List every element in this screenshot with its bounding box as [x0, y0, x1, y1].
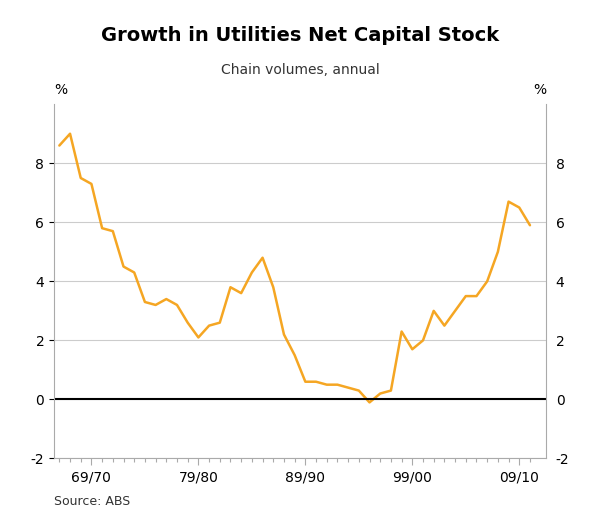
Text: Source: ABS: Source: ABS	[54, 495, 130, 508]
Text: %: %	[54, 83, 67, 97]
Text: Chain volumes, annual: Chain volumes, annual	[221, 63, 379, 77]
Text: Growth in Utilities Net Capital Stock: Growth in Utilities Net Capital Stock	[101, 26, 499, 45]
Text: %: %	[533, 83, 546, 97]
